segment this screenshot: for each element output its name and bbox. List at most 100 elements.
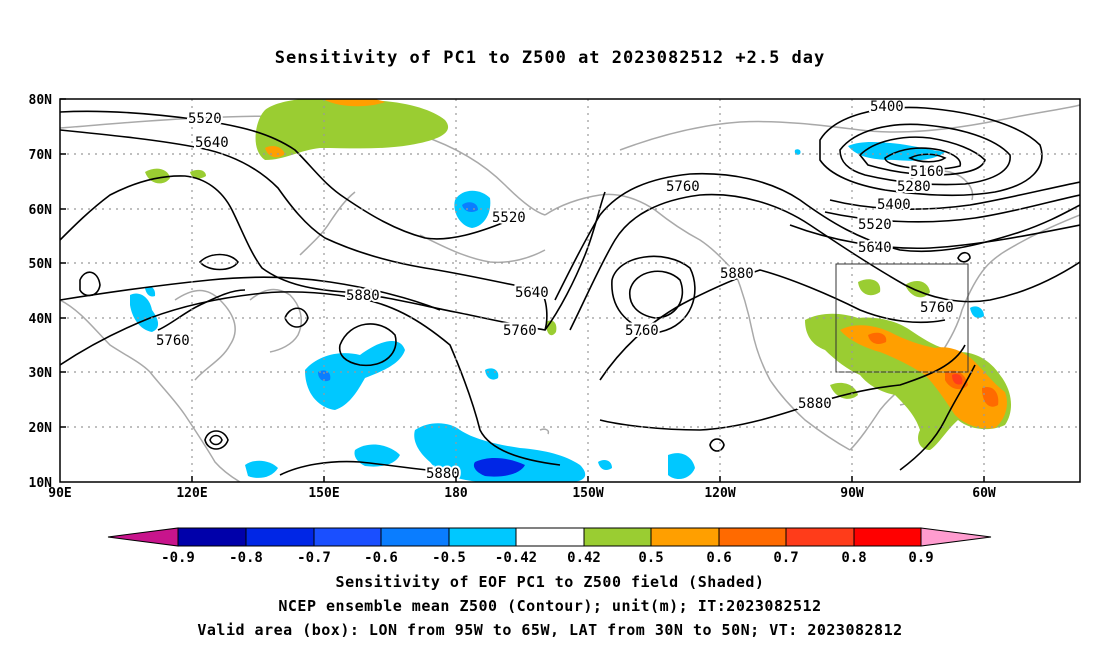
shade-pacific-blue3 (485, 368, 499, 380)
lon-label: 120W (704, 486, 735, 501)
lat-label: 60N (29, 203, 53, 218)
contour-5880-east (599, 269, 946, 381)
z500-contours (60, 106, 1080, 476)
contour-pac-low (629, 270, 684, 319)
contour-low-4 (884, 147, 962, 170)
lon-label: 90E (48, 486, 71, 501)
contour-sw-loop1 (79, 271, 101, 297)
contour-5760-west (60, 175, 606, 331)
shade-arctic-orange (325, 99, 385, 107)
shade-tropics-blue-dark (473, 458, 525, 477)
colorbar-bin (650, 527, 720, 547)
contour-label: 5880 (798, 396, 832, 412)
contour-low-1 (819, 106, 1043, 197)
coast-alaska (544, 193, 736, 273)
shade-tropics-blue (354, 444, 400, 467)
contour-label: 5640 (195, 135, 229, 151)
footer-line-3: Valid area (box): LON from 95W to 65W, L… (197, 621, 903, 639)
lon-label: 60W (972, 486, 996, 501)
shade-mongolia-blue (130, 293, 159, 332)
contour-label: 5400 (870, 99, 904, 115)
colorbar-label: -0.5 (432, 550, 466, 566)
lat-label: 80N (29, 93, 53, 108)
shade-gl-green (858, 279, 881, 296)
shade-arctic-green (255, 99, 448, 160)
map-title: Sensitivity of PC1 to Z500 at 2023082512… (274, 48, 826, 68)
contour-5640-west (60, 129, 548, 331)
colorbar-under-arrow (107, 527, 179, 547)
contour-label: 5760 (625, 323, 659, 339)
contour-label: 5760 (920, 300, 954, 316)
lon-label: 150W (572, 486, 603, 501)
colorbar-over-arrow (920, 527, 992, 547)
lat-label: 10N (29, 476, 53, 491)
colorbar-label: -0.42 (495, 550, 537, 566)
contour-label: 5520 (492, 210, 526, 226)
colorbar-label: 0.7 (773, 550, 798, 566)
shade-mongolia-blue2 (145, 286, 156, 297)
colorbar-label: 0.8 (841, 550, 866, 566)
shade-siberia-green2 (190, 169, 206, 179)
contour-label: 5640 (858, 240, 892, 256)
colorbar-bin (718, 527, 787, 547)
shade-na-red (952, 374, 963, 385)
contour-gl-loop (957, 251, 971, 263)
colorbar-label: 0.5 (638, 550, 663, 566)
contour-label: 5760 (156, 333, 190, 349)
contour-5880-south (279, 460, 451, 476)
contour-5760-sw (157, 289, 246, 331)
colorbar-label: -0.6 (364, 550, 398, 566)
lon-label: 180 (444, 486, 468, 501)
colorbar-bin (245, 527, 315, 547)
contour-pac-low2 (611, 255, 696, 333)
coast-east-asia (60, 299, 241, 482)
coast-hudson (899, 170, 974, 201)
plot-frame (59, 98, 1081, 483)
colorbar-label: -0.9 (161, 550, 195, 566)
contour-label: 5160 (910, 164, 944, 180)
contour-low-2 (839, 123, 1011, 186)
contour-trop1b (209, 434, 223, 446)
lat-label: 50N (29, 257, 53, 272)
contour-low-5 (908, 153, 947, 163)
contour-label: 5880 (426, 466, 460, 482)
tick-marks (60, 98, 985, 482)
coast-kamchatka (299, 191, 356, 256)
shade-gulf-green (830, 382, 858, 399)
contour-5640-east (554, 172, 1080, 301)
coast-korea-china (174, 289, 236, 381)
coast-aleutians (419, 234, 546, 264)
shade-tropics-blue4 (668, 453, 695, 480)
colorbar-bin (515, 527, 585, 547)
contour-label: 5880 (346, 288, 380, 304)
contour-labels: 5400 5520 5640 5160 5280 5400 5520 5640 … (154, 97, 956, 484)
shade-na-orange3 (982, 386, 999, 407)
colorbar-label: -0.7 (297, 550, 331, 566)
contour-sw-loop3 (284, 307, 309, 328)
shade-tropics-blue3 (245, 460, 278, 478)
lon-label: 150E (308, 486, 339, 501)
coast-hawaii (539, 428, 550, 435)
colorbar-labels: -0.9 -0.8 -0.7 -0.6 -0.5 -0.42 0.42 0.5 … (161, 550, 934, 566)
colorbar (107, 527, 992, 547)
contour-label: 5760 (503, 323, 537, 339)
colorbar-bin (177, 527, 247, 547)
lat-label: 20N (29, 421, 53, 436)
contour-sw-loop2 (198, 253, 239, 271)
contour-east-5640 (789, 224, 1080, 250)
contour-label: 5280 (897, 179, 931, 195)
shade-tropics-blue5 (598, 460, 612, 470)
graticule (60, 99, 1080, 482)
contour-5880-se (599, 344, 966, 431)
coast-japan (249, 288, 302, 353)
colorbar-label: -0.8 (229, 550, 263, 566)
lat-label: 40N (29, 312, 53, 327)
contour-pac-high (338, 323, 397, 367)
lon-label: 120E (176, 486, 207, 501)
shade-chukchi-blue2 (794, 149, 801, 155)
contour-label: 5880 (720, 266, 754, 282)
colorbar-bin (785, 527, 855, 547)
shade-gl-blue (970, 306, 984, 318)
colorbar-bin (380, 527, 450, 547)
